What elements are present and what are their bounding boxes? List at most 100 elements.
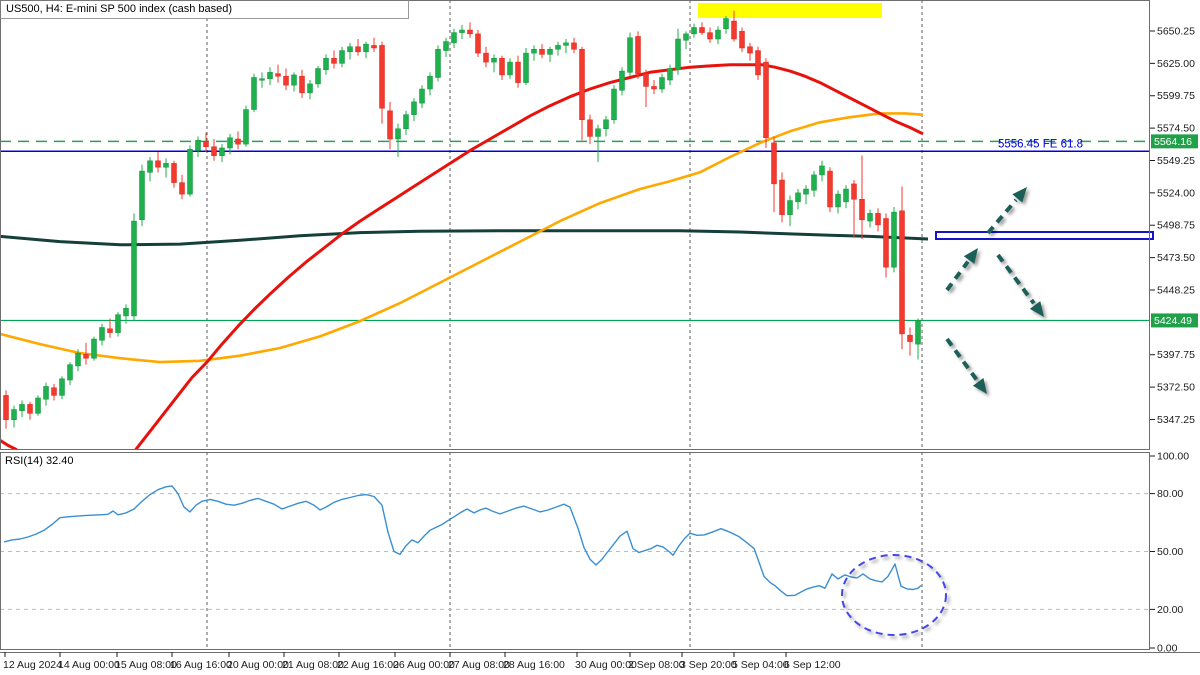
chart-title: US500, H4: E-mini SP 500 index (cash bas… xyxy=(0,0,409,19)
candle-body xyxy=(203,141,209,147)
candle-body xyxy=(331,57,337,64)
candle-body xyxy=(227,137,233,149)
time-tick-label: 20 Aug 00:00 xyxy=(227,659,289,671)
candle-body xyxy=(779,179,785,215)
time-tick-label: 2 Sep 08:00 xyxy=(628,659,685,671)
candle-body xyxy=(899,210,905,335)
candle-body xyxy=(731,20,737,40)
candle-body xyxy=(699,27,705,33)
candle-body xyxy=(115,314,121,333)
candle-body xyxy=(307,83,313,94)
candle-body xyxy=(851,183,857,200)
candle-body xyxy=(219,147,225,156)
candle-body xyxy=(723,18,729,30)
time-tick-label: 14 Aug 00:00 xyxy=(58,659,120,671)
candle-body xyxy=(587,119,593,137)
candle-body xyxy=(19,404,25,412)
candle-body xyxy=(251,77,257,110)
rsi-tick-label: 100.00 xyxy=(1157,451,1189,463)
candle-body xyxy=(707,32,713,40)
time-tick-label: 30 Aug 00:00 xyxy=(575,659,637,671)
candle-body xyxy=(619,70,625,91)
time-tick-label: 6 Sep 12:00 xyxy=(784,659,841,671)
blue-resistance-rectangle xyxy=(935,231,1154,240)
candle-body xyxy=(107,328,113,333)
trend-arrow-up xyxy=(986,198,1018,235)
arrow-head-down xyxy=(1029,301,1044,317)
candle-body xyxy=(675,38,681,71)
orange-moving-average xyxy=(0,112,924,364)
candle-body xyxy=(539,49,545,55)
candle-body xyxy=(67,364,73,381)
time-tick-label: 21 Aug 08:00 xyxy=(282,659,344,671)
candle-body xyxy=(875,213,881,226)
candle-body xyxy=(43,386,49,400)
time-tick-label: 26 Aug 00:00 xyxy=(393,659,455,671)
main-pane-layer xyxy=(0,0,1150,450)
candle-body xyxy=(451,32,457,44)
time-tick-label: 22 Aug 16:00 xyxy=(337,659,399,671)
candle-body xyxy=(579,49,585,121)
arrow-head-up xyxy=(963,248,978,264)
candle-body xyxy=(283,75,289,86)
candle-body xyxy=(435,49,441,78)
time-tick-label: 28 Aug 16:00 xyxy=(503,659,565,671)
candle-body xyxy=(739,31,745,49)
candle-body xyxy=(179,182,185,195)
candle-body xyxy=(195,140,201,151)
candle-body xyxy=(811,174,817,191)
candle-body xyxy=(235,138,241,145)
time-tick-label: 5 Sep 04:00 xyxy=(732,659,789,671)
time-tick-label: 3 Sep 20:00 xyxy=(680,659,737,671)
candle-body xyxy=(763,61,769,138)
candle-body xyxy=(411,101,417,115)
candle-body xyxy=(747,46,753,54)
candle-body xyxy=(459,29,465,33)
candle-body xyxy=(603,119,609,130)
candle-body xyxy=(299,75,305,94)
candle-body xyxy=(835,193,841,208)
candles-layer xyxy=(3,10,921,429)
candle-body xyxy=(491,57,497,63)
candle-body xyxy=(595,128,601,137)
candle-body xyxy=(771,142,777,185)
main-pane-frame xyxy=(0,0,1150,450)
candle-body xyxy=(339,50,345,64)
price-badge-value: 5424.49 xyxy=(1154,315,1192,327)
price-badge-value: 5564.16 xyxy=(1154,136,1192,148)
candle-body xyxy=(515,61,521,83)
rsi-pane-layer xyxy=(0,452,1150,650)
candle-body xyxy=(395,128,401,140)
rsi-pane-frame xyxy=(0,452,1150,650)
candle-body xyxy=(571,42,577,50)
price-tick-label: 5549.25 xyxy=(1157,155,1195,167)
candle-body xyxy=(171,163,177,183)
candle-body xyxy=(419,88,425,104)
candle-body xyxy=(123,307,129,317)
time-tick-label: 27 Aug 08:00 xyxy=(448,659,510,671)
time-tick-label: 12 Aug 2024 xyxy=(3,659,62,671)
price-tick-label: 5574.50 xyxy=(1157,123,1195,135)
candle-body xyxy=(187,149,193,195)
trend-arrow-down xyxy=(996,253,1036,305)
teal-moving-average xyxy=(0,229,929,247)
candle-body xyxy=(635,36,641,74)
candle-body xyxy=(355,46,361,53)
candle-body xyxy=(691,27,697,35)
candle-body xyxy=(651,86,657,90)
trend-arrow-up xyxy=(945,260,970,292)
candle-body xyxy=(803,188,809,195)
candle-body xyxy=(83,354,89,359)
candle-body xyxy=(827,170,833,208)
candle-body xyxy=(483,52,489,63)
arrow-head-down xyxy=(972,378,987,394)
price-tick-label: 5397.75 xyxy=(1157,349,1195,361)
candle-body xyxy=(403,114,409,130)
candle-body xyxy=(155,160,161,168)
rsi-indicator-label: RSI(14) 32.40 xyxy=(5,455,74,467)
candle-body xyxy=(659,77,665,90)
rsi-tick-label: 50.00 xyxy=(1157,546,1183,558)
candle-body xyxy=(291,74,297,86)
